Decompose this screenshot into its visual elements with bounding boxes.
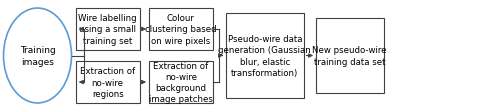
- Text: New pseudo-wire
training data set: New pseudo-wire training data set: [312, 46, 387, 66]
- Text: Pseudo-wire data
generation (Gaussian
blur, elastic
transformation): Pseudo-wire data generation (Gaussian bl…: [218, 35, 311, 77]
- Bar: [149, 9, 212, 50]
- Bar: [149, 62, 212, 103]
- Text: Colour
clustering based
on wire pixels: Colour clustering based on wire pixels: [145, 14, 216, 45]
- Bar: [76, 9, 140, 50]
- Text: Training
images: Training images: [20, 46, 56, 66]
- Text: Wire labelling
using a small
training set: Wire labelling using a small training se…: [78, 14, 137, 45]
- Text: Extraction of
no-wire
background
image patches: Extraction of no-wire background image p…: [149, 61, 212, 103]
- Bar: [76, 62, 140, 103]
- Bar: [226, 13, 304, 99]
- Bar: [316, 19, 384, 93]
- Ellipse shape: [4, 9, 71, 103]
- Text: Extraction of
no-wire
regions: Extraction of no-wire regions: [80, 67, 136, 98]
